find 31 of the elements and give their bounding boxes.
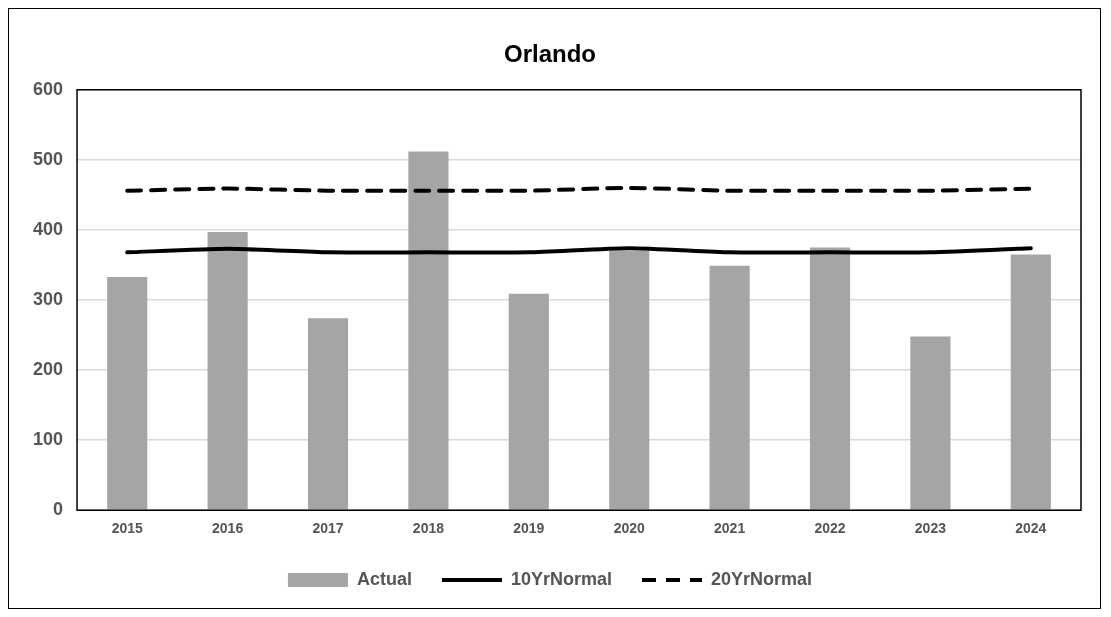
x-tick-label: 2024 <box>1015 520 1047 537</box>
bar <box>809 247 851 510</box>
x-tick-label: 2019 <box>513 520 545 537</box>
legend-label: 20YrNormal <box>711 568 813 589</box>
x-tick-label: 2023 <box>914 520 947 537</box>
bar <box>709 265 750 510</box>
y-tick-label: 600 <box>32 78 64 99</box>
chart-title: Orlando <box>503 40 597 68</box>
bar <box>609 250 650 510</box>
x-tick-label: 2015 <box>111 520 144 537</box>
bar <box>207 232 248 510</box>
x-tick-label: 2018 <box>412 520 445 537</box>
y-tick-label: 500 <box>32 148 64 169</box>
y-tick-label: 0 <box>53 499 64 520</box>
bar <box>508 293 549 510</box>
bar <box>910 336 951 510</box>
x-tick-label: 2016 <box>212 520 244 537</box>
y-tick-label: 300 <box>32 288 64 309</box>
x-tick-label: 2017 <box>312 520 344 537</box>
legend-label: Actual <box>356 568 412 589</box>
x-tick-label: 2020 <box>613 520 645 537</box>
y-tick-label: 100 <box>32 429 64 450</box>
bar <box>1010 254 1051 510</box>
legend-label: 10YrNormal <box>510 568 613 589</box>
y-tick-label: 400 <box>32 218 64 239</box>
x-tick-label: 2021 <box>714 520 746 537</box>
bar <box>107 276 148 510</box>
y-tick-label: 200 <box>32 359 64 380</box>
bar <box>307 318 349 510</box>
x-tick-label: 2022 <box>814 520 846 537</box>
bar <box>408 151 449 510</box>
